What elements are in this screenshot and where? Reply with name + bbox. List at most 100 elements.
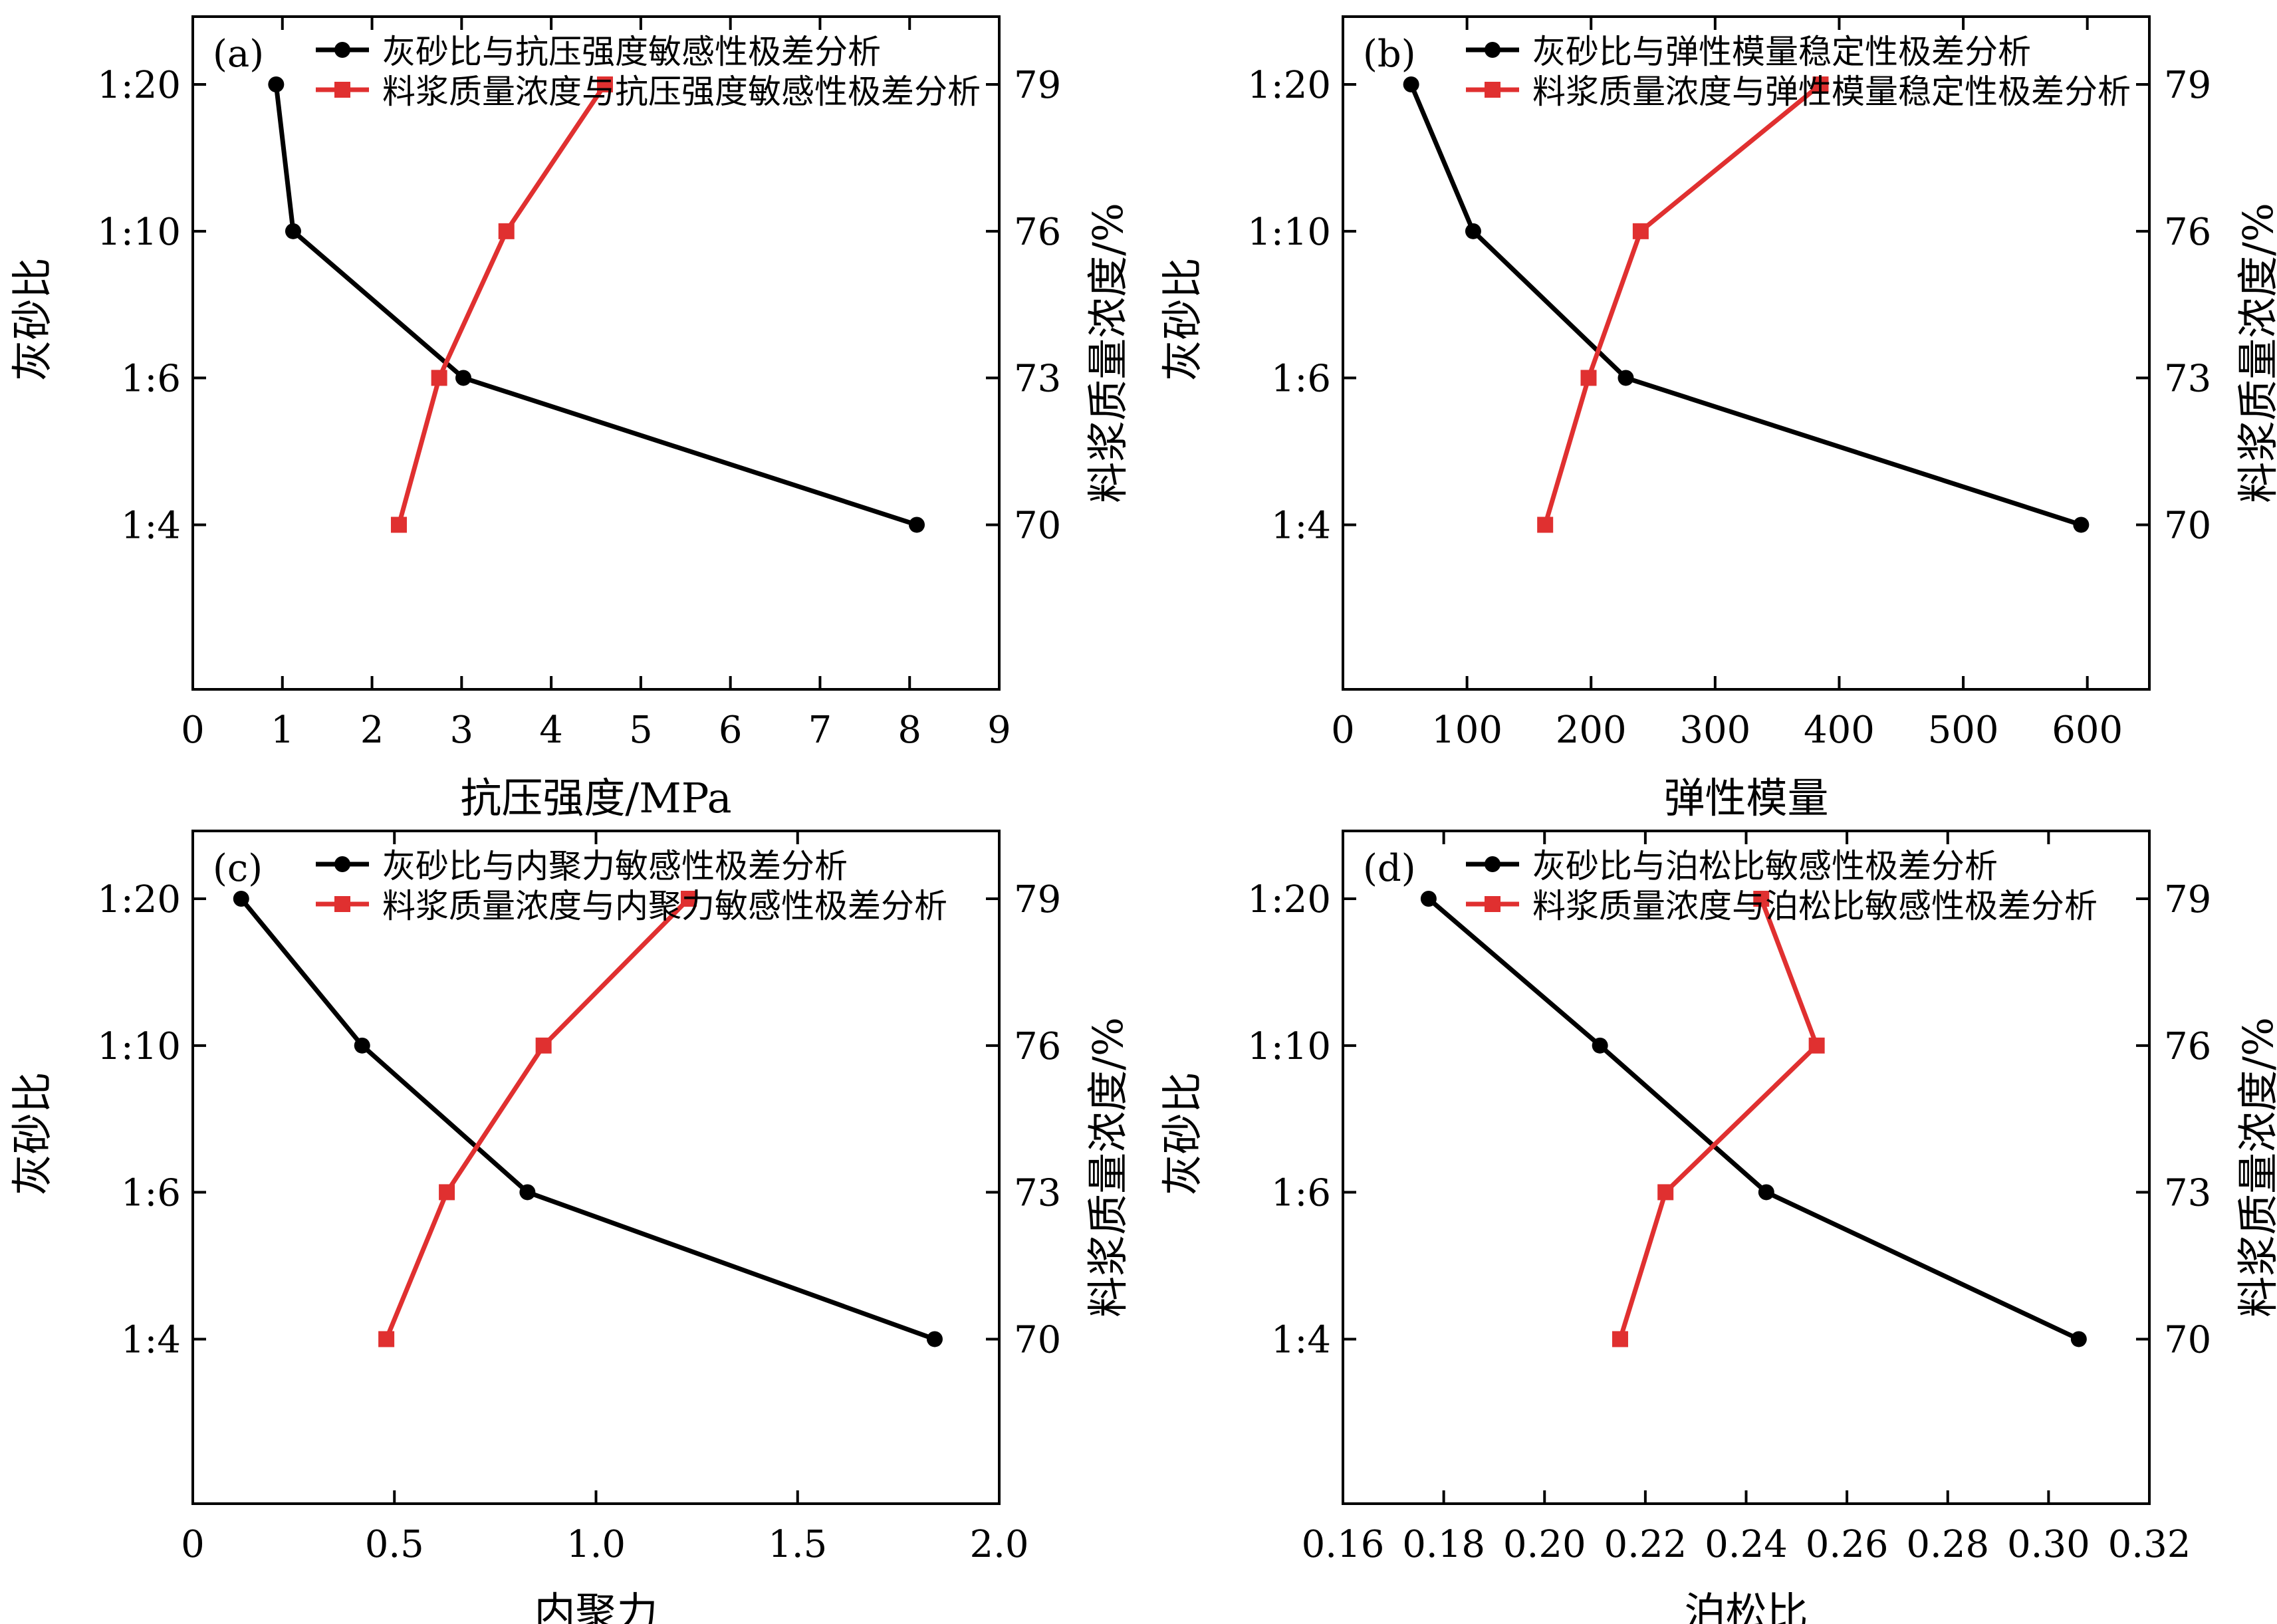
y-tick-label-right: 70 <box>2164 1318 2211 1361</box>
x-tick-label: 0.26 <box>1806 1523 1889 1566</box>
ratio-series-point <box>1403 76 1419 93</box>
y-tick-label-left: 1:6 <box>121 1171 181 1215</box>
y-tick-label-left: 1:20 <box>97 878 181 921</box>
ratio-series-point <box>285 223 301 239</box>
x-tick-label: 0 <box>181 1523 205 1566</box>
x-tick-label: 0.22 <box>1604 1523 1687 1566</box>
x-tick-label: 0.28 <box>1906 1523 1989 1566</box>
y-tick-label-right: 76 <box>1014 211 1061 254</box>
y-tick-label-left: 1:4 <box>121 1318 181 1361</box>
x-axis-label: 抗压强度/MPa <box>460 774 731 822</box>
legend-marker <box>334 82 350 98</box>
legend-marker <box>1485 856 1500 872</box>
concentration-series-line <box>396 83 607 526</box>
legend-label: 料浆质量浓度与抗压强度敏感性极差分析 <box>382 72 981 111</box>
panel-label: (b) <box>1363 33 1416 76</box>
y-axis-label-left: 灰砂比 <box>8 257 57 381</box>
legend-label: 灰砂比与抗压强度敏感性极差分析 <box>382 33 881 71</box>
y-tick-label-right: 73 <box>1014 357 1061 400</box>
y-tick-label-right: 79 <box>1014 878 1061 921</box>
panel-c: 0 0.5 1.0 1.5 2.0 内聚力 1:4 1:6 1:10 1:20 70 73 76 79 灰砂… <box>8 830 1132 1624</box>
y-tick-label-right: 73 <box>1014 1171 1061 1215</box>
x-tick-label: 0.5 <box>365 1523 424 1566</box>
x-tick-label: 600 <box>2052 709 2123 752</box>
legend-marker <box>334 856 350 872</box>
concentration-series-line <box>1618 897 1820 1340</box>
concentration-series-point <box>1753 891 1770 907</box>
y-tick-label-left: 1:4 <box>1271 504 1331 547</box>
concentration-series-line <box>1542 82 1822 526</box>
y-tick-label-left: 1:10 <box>97 1025 181 1068</box>
y-tick-label-right: 70 <box>1014 504 1061 547</box>
panel-d: 0.16 0.18 0.20 0.22 0.24 0.26 0.28 0.30 0.32 泊松比 1… <box>1158 830 2277 1624</box>
ratio-series-point <box>354 1037 370 1054</box>
ratio-series-point <box>909 517 925 533</box>
x-axis-label: 泊松比 <box>1684 1588 1808 1624</box>
ratio-series-line <box>1409 83 2082 527</box>
ratio-series-point <box>519 1184 536 1201</box>
legend-label: 灰砂比与泊松比敏感性极差分析 <box>1532 847 1998 885</box>
concentration-series-point <box>1580 370 1597 386</box>
x-tick-label: 0.24 <box>1705 1523 1788 1566</box>
x-tick-label: 1.5 <box>768 1523 827 1566</box>
panel-b: 0 100 200 300 400 500 600 弹性模量 1:4 1:6 1:10 1:20 70 7… <box>1158 15 2277 822</box>
concentration-series-point <box>431 370 447 386</box>
plot-frame <box>191 15 1001 691</box>
y-tick-label-left: 1:20 <box>97 64 181 107</box>
concentration-series-point <box>680 891 697 907</box>
y-tick-label-right: 70 <box>1014 1318 1061 1361</box>
x-tick-label: 2.0 <box>969 1523 1028 1566</box>
concentration-series-line <box>384 897 691 1340</box>
legend-marker <box>334 42 350 58</box>
y-tick-label-left: 1:20 <box>1247 878 1331 921</box>
x-tick-label: 400 <box>1804 709 1875 752</box>
panel-a: 0 1 2 3 4 5 6 7 8 9 抗压强度/MPa 1:4 1:6 1:10 1:20 70 73 76 79… <box>8 15 1132 822</box>
y-tick-label-right: 79 <box>2164 878 2211 921</box>
y-axis-label-right: 料浆质量浓度/% <box>2234 1017 2277 1318</box>
x-tick-label: 0 <box>181 709 205 752</box>
y-tick-label-right: 79 <box>2164 64 2211 107</box>
concentration-series-point <box>1812 76 1829 93</box>
ratio-series-point <box>926 1331 943 1347</box>
x-tick-label: 9 <box>987 709 1011 752</box>
x-tick-label: 4 <box>539 709 563 752</box>
concentration-series-point <box>596 76 613 93</box>
y-tick-label-left: 1:6 <box>1271 357 1331 400</box>
y-tick-label-right: 73 <box>2164 1171 2211 1215</box>
y-axis-label-right: 料浆质量浓度/% <box>1084 1017 1132 1318</box>
ratio-series-point <box>455 370 472 386</box>
panel-label: (a) <box>213 33 264 76</box>
y-tick-label-right: 76 <box>2164 211 2211 254</box>
y-axis-label-right: 料浆质量浓度/% <box>1084 203 1132 503</box>
concentration-series-point <box>1612 1331 1628 1347</box>
ratio-series-point <box>2073 517 2090 533</box>
legend-label: 料浆质量浓度与泊松比敏感性极差分析 <box>1532 887 2097 925</box>
ratio-series-point <box>1420 891 1437 907</box>
ratio-series-point <box>2070 1331 2087 1347</box>
legend-label: 料浆质量浓度与弹性模量稳定性极差分析 <box>1532 72 2131 111</box>
x-tick-label: 5 <box>629 709 653 752</box>
x-tick-label: 0.32 <box>2108 1523 2191 1566</box>
y-axis-label-left: 灰砂比 <box>1158 1072 1207 1195</box>
panel-label: (d) <box>1363 847 1416 890</box>
legend-marker <box>1485 42 1500 58</box>
x-tick-label: 0.30 <box>2007 1523 2090 1566</box>
x-tick-label: 500 <box>1928 709 1999 752</box>
x-axis-label: 内聚力 <box>534 1588 658 1624</box>
concentration-series-point <box>1808 1037 1825 1054</box>
y-tick-label-left: 1:6 <box>121 357 181 400</box>
concentration-series-point <box>378 1331 395 1347</box>
y-tick-label-left: 1:4 <box>121 504 181 547</box>
x-tick-label: 0.20 <box>1503 1523 1586 1566</box>
y-axis-label-right: 料浆质量浓度/% <box>2234 203 2277 503</box>
concentration-series-point <box>535 1037 552 1054</box>
x-tick-label: 8 <box>898 709 921 752</box>
y-tick-label-right: 70 <box>2164 504 2211 547</box>
x-axis-label: 弹性模量 <box>1663 774 1828 822</box>
concentration-series-point <box>498 223 515 239</box>
x-tick-label: 3 <box>450 709 474 752</box>
plot-frame <box>1342 15 2151 691</box>
legend-label: 料浆质量浓度与内聚力敏感性极差分析 <box>382 887 947 925</box>
ratio-series-point <box>1592 1037 1608 1054</box>
